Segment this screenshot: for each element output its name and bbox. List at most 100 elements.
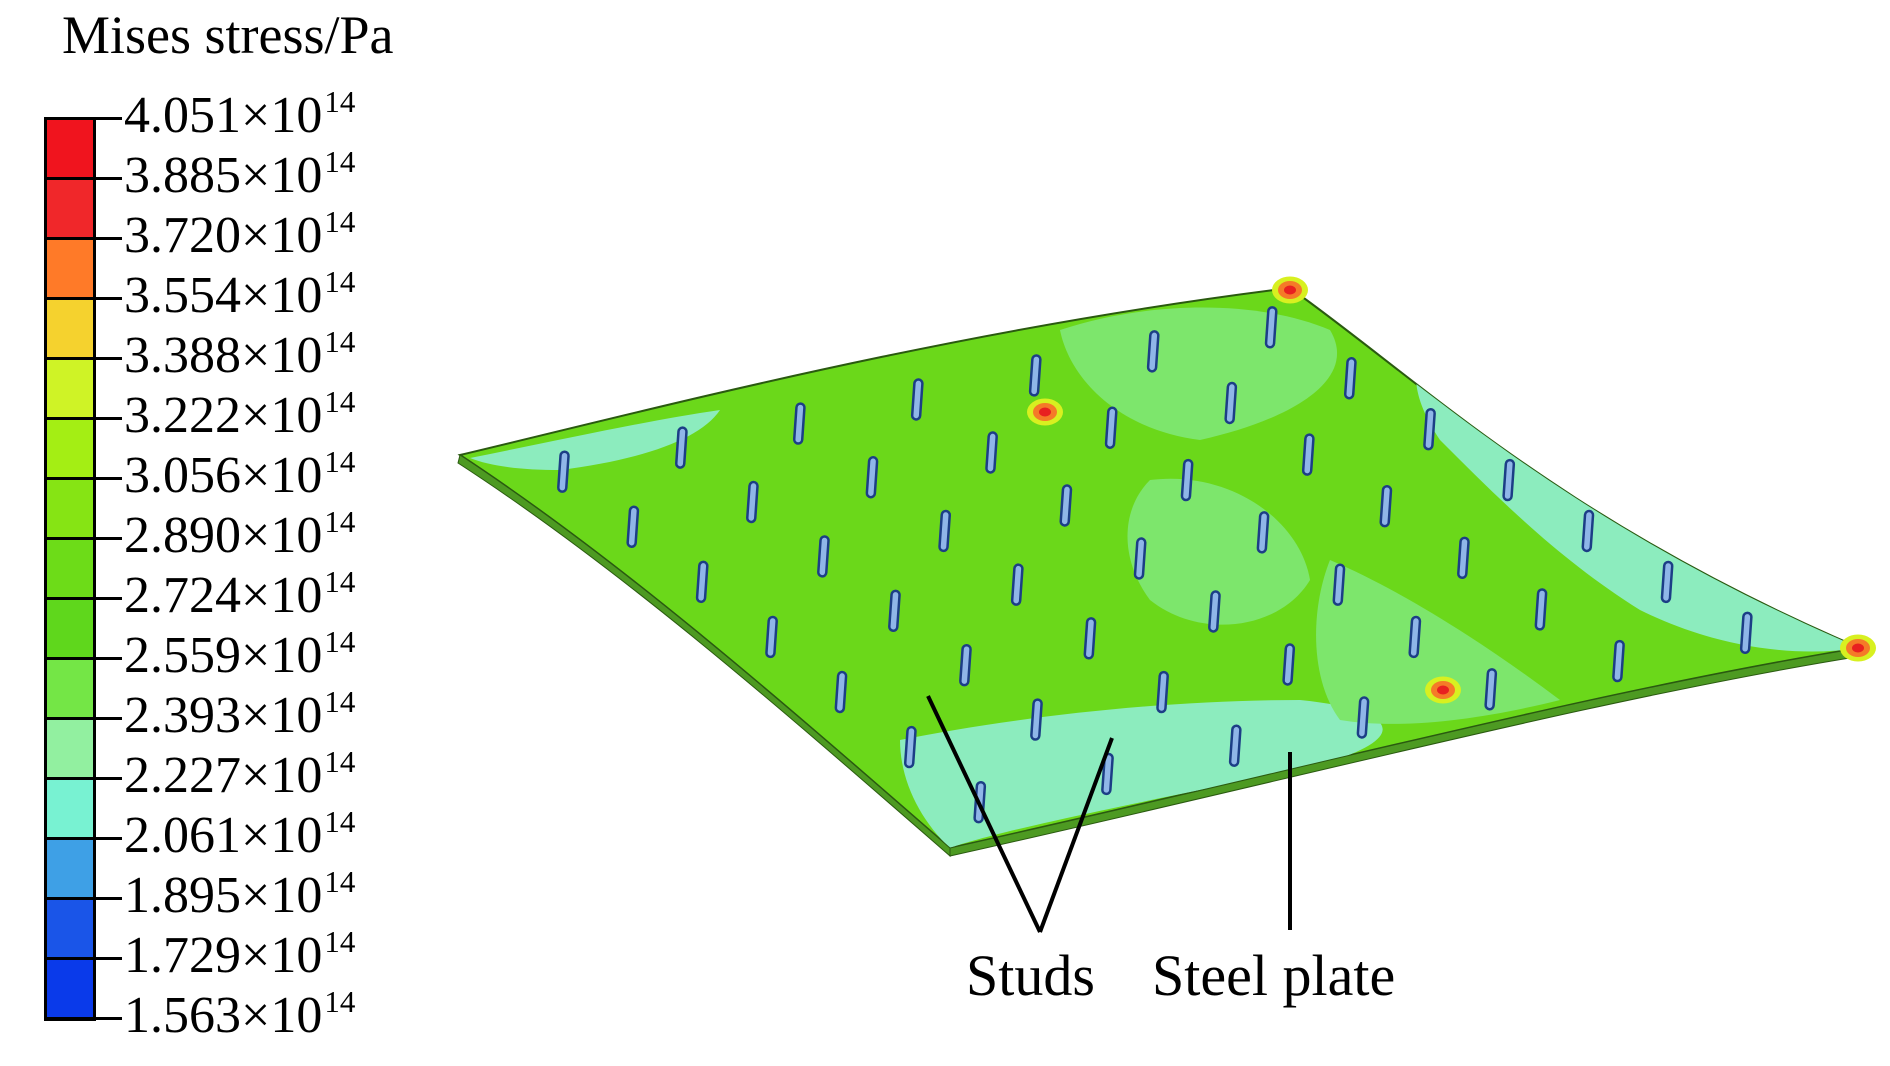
tick-mantissa: 2.061 bbox=[124, 807, 241, 864]
colorbar-tick bbox=[44, 236, 122, 240]
steel-plate-label: Steel plate bbox=[1152, 943, 1396, 1008]
stud bbox=[959, 643, 972, 687]
stud bbox=[1208, 590, 1221, 633]
stud bbox=[674, 426, 688, 469]
colorbar-tick bbox=[44, 176, 122, 180]
stud bbox=[1083, 617, 1097, 660]
stud bbox=[1379, 485, 1393, 528]
stud bbox=[765, 615, 778, 659]
stud bbox=[910, 378, 924, 421]
colorbar-tick bbox=[44, 596, 122, 600]
tick-exponent: 14 bbox=[324, 384, 356, 419]
stud bbox=[1282, 643, 1296, 686]
tick-exponent: 14 bbox=[324, 984, 356, 1019]
tick-base: ×10 bbox=[241, 747, 323, 804]
stud bbox=[1423, 407, 1436, 451]
stud bbox=[1581, 509, 1595, 553]
stud bbox=[1660, 560, 1674, 604]
stud bbox=[1059, 484, 1073, 527]
tick-mantissa: 2.393 bbox=[124, 687, 241, 744]
colorbar-tick-label: 3.388×1014 bbox=[124, 324, 355, 390]
colorbar-tick-label: 1.895×1014 bbox=[124, 864, 355, 930]
colorbar-tick bbox=[44, 776, 122, 780]
stud bbox=[1228, 724, 1242, 767]
stud bbox=[1484, 668, 1498, 711]
colorbar-tick-label: 3.720×1014 bbox=[124, 204, 355, 270]
colorbar-band bbox=[47, 179, 93, 241]
tick-mantissa: 1.895 bbox=[124, 867, 241, 924]
studs-leader-1 bbox=[926, 695, 1042, 933]
tick-exponent: 14 bbox=[324, 684, 356, 719]
stress-colorbar bbox=[44, 117, 96, 1021]
stud bbox=[834, 670, 848, 714]
stress-hotspot bbox=[1852, 643, 1864, 653]
stud bbox=[1356, 696, 1370, 739]
stud bbox=[1104, 406, 1118, 449]
tick-exponent: 14 bbox=[324, 444, 356, 479]
stud bbox=[792, 402, 806, 445]
colorbar-band bbox=[47, 958, 93, 1019]
colorbar-tick bbox=[44, 1016, 122, 1020]
tick-exponent: 14 bbox=[324, 144, 356, 179]
colorbar-band bbox=[47, 658, 93, 720]
colorbar-tick bbox=[44, 356, 122, 360]
tick-exponent: 14 bbox=[324, 924, 356, 959]
tick-mantissa: 3.720 bbox=[124, 207, 241, 264]
stud bbox=[1256, 511, 1270, 554]
tick-mantissa: 2.559 bbox=[124, 627, 241, 684]
tick-exponent: 14 bbox=[324, 564, 356, 599]
stud bbox=[938, 509, 951, 553]
colorbar-band bbox=[47, 299, 93, 361]
colorbar-tick-label: 3.554×1014 bbox=[124, 264, 355, 330]
studs-leader-2 bbox=[1038, 737, 1114, 933]
tick-mantissa: 2.724 bbox=[124, 567, 241, 624]
tick-mantissa: 3.056 bbox=[124, 447, 241, 504]
tick-base: ×10 bbox=[241, 567, 323, 624]
colorbar-tick-label: 4.051×1014 bbox=[124, 84, 355, 150]
colorbar-tick bbox=[44, 296, 122, 300]
stud bbox=[1739, 611, 1753, 655]
colorbar-tick-label: 1.563×1014 bbox=[124, 984, 355, 1050]
stud bbox=[903, 725, 917, 769]
tick-base: ×10 bbox=[241, 807, 323, 864]
tick-exponent: 14 bbox=[324, 624, 356, 659]
colorbar-tick bbox=[44, 836, 122, 840]
colorbar-band bbox=[47, 239, 93, 301]
stud bbox=[1156, 670, 1169, 714]
stud bbox=[626, 505, 640, 548]
tick-base: ×10 bbox=[241, 147, 323, 204]
stud bbox=[1534, 588, 1548, 631]
tick-base: ×10 bbox=[241, 507, 323, 564]
colorbar-tick bbox=[44, 896, 122, 900]
tick-mantissa: 1.563 bbox=[124, 987, 241, 1044]
stud bbox=[1028, 354, 1042, 397]
colorbar-tick bbox=[44, 716, 122, 720]
stress-hotspot bbox=[1437, 685, 1449, 695]
tick-base: ×10 bbox=[241, 87, 323, 144]
stud bbox=[1457, 536, 1470, 580]
colorbar-tick bbox=[44, 116, 122, 120]
tick-base: ×10 bbox=[241, 987, 323, 1044]
colorbar-tick-label: 2.061×1014 bbox=[124, 804, 355, 870]
stud bbox=[557, 450, 570, 493]
stud bbox=[1180, 458, 1194, 502]
colorbar-tick bbox=[44, 476, 122, 480]
colorbar-tick-label: 2.393×1014 bbox=[124, 684, 355, 750]
tick-base: ×10 bbox=[241, 447, 323, 504]
colorbar-band bbox=[47, 778, 93, 839]
studs-label: Studs bbox=[966, 943, 1095, 1008]
stud bbox=[985, 431, 998, 474]
stud bbox=[1030, 698, 1043, 741]
tick-base: ×10 bbox=[241, 267, 323, 324]
colorbar-tick-label: 3.222×1014 bbox=[124, 384, 355, 450]
tick-exponent: 14 bbox=[324, 744, 356, 779]
tick-exponent: 14 bbox=[324, 804, 356, 839]
colorbar-tick-label: 1.729×1014 bbox=[124, 924, 355, 990]
tick-mantissa: 4.051 bbox=[124, 87, 241, 144]
stud bbox=[817, 535, 830, 578]
colorbar-tick-label: 2.890×1014 bbox=[124, 504, 355, 570]
stud bbox=[1146, 330, 1160, 373]
tick-exponent: 14 bbox=[324, 504, 356, 539]
tick-exponent: 14 bbox=[324, 84, 356, 119]
stud bbox=[1264, 306, 1278, 349]
